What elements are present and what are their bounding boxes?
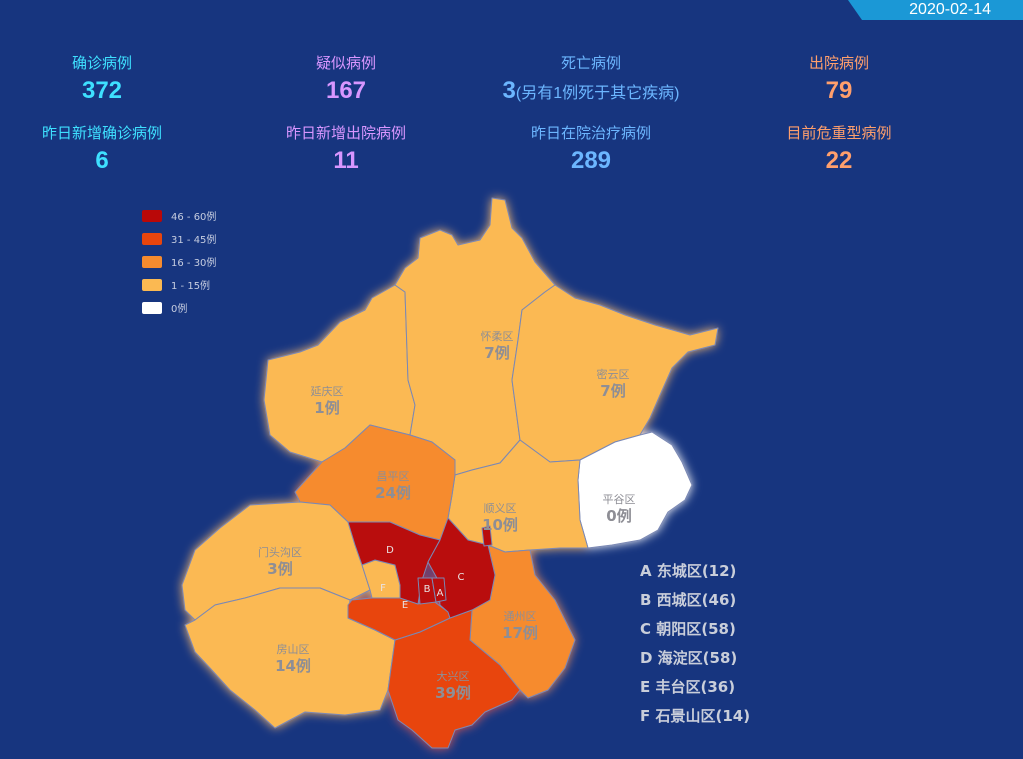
- district-count-label: 1例: [314, 399, 339, 417]
- stat-value: 11: [333, 147, 359, 174]
- district-key-item: F 石景山区(14): [640, 707, 751, 725]
- stat-5: 昨日新增出院病例 11: [236, 122, 456, 175]
- legend-swatch: [142, 209, 162, 222]
- district-key-item: A 东城区(12): [640, 562, 737, 580]
- legend-swatch: [142, 301, 162, 314]
- district-key-item: D 海淀区(58): [640, 649, 738, 667]
- stat-value: 3(另有1例死于其它疾病): [502, 77, 680, 104]
- legend-item: 0例: [142, 296, 216, 319]
- district-name-label: 昌平区: [377, 470, 410, 483]
- stat-value: 6: [95, 147, 109, 174]
- legend-label: 31 - 45例: [171, 235, 217, 246]
- stat-4: 昨日新增确诊病例 6: [0, 122, 212, 175]
- district-count-label: 3例: [267, 560, 292, 578]
- district-count-label: 7例: [600, 382, 625, 400]
- stat-label: 确诊病例: [71, 54, 132, 72]
- legend-label: 46 - 60例: [171, 212, 217, 223]
- legend-swatch: [142, 255, 162, 268]
- stat-2: 死亡病例 3(另有1例死于其它疾病): [441, 52, 741, 105]
- district-name-label: B: [424, 584, 431, 595]
- legend-item: 46 - 60例: [142, 204, 216, 227]
- stat-1: 疑似病例 167: [236, 52, 456, 105]
- district-enclave: [481, 525, 493, 547]
- stat-label: 昨日新增出院病例: [285, 124, 406, 142]
- district-name-label: 怀柔区: [481, 330, 514, 343]
- district-key-item: C 朝阳区(58): [640, 620, 736, 638]
- stat-note: (另有1例死于其它疾病): [515, 85, 680, 102]
- stat-label: 昨日在院治疗病例: [530, 124, 651, 142]
- legend-item: 16 - 30例: [142, 250, 216, 273]
- stat-label: 疑似病例: [315, 54, 376, 72]
- stat-value: 372: [81, 77, 123, 104]
- district-name-label: 顺义区: [484, 502, 517, 515]
- legend-item: 31 - 45例: [142, 227, 216, 250]
- district-name-label: 房山区: [277, 643, 310, 656]
- stat-value: 167: [325, 77, 367, 104]
- district-dongcheng[interactable]: [431, 577, 447, 603]
- stat-label: 出院病例: [808, 54, 869, 72]
- stat-value: 289: [570, 147, 612, 174]
- district-name-label: E: [402, 600, 408, 611]
- district-name-label: 延庆区: [311, 384, 344, 398]
- legend-label: 0例: [171, 304, 188, 315]
- stat-value: 22: [825, 147, 853, 174]
- district-count-label: 17例: [502, 624, 538, 642]
- date-badge: 2020-02-14: [848, 0, 1023, 20]
- stat-label: 目前危重型病例: [786, 124, 892, 142]
- stat-6: 昨日在院治疗病例 289: [481, 122, 701, 175]
- district-name-label: 密云区: [597, 367, 630, 381]
- district-name-label: A: [437, 588, 444, 599]
- legend-swatch: [142, 232, 162, 245]
- legend-label: 16 - 30例: [171, 258, 217, 269]
- district-haidian[interactable]: [347, 521, 441, 605]
- district-name-label: 平谷区: [603, 493, 636, 506]
- district-name-label: C: [458, 572, 465, 583]
- district-count-label: 24例: [375, 484, 411, 502]
- map-legend: 46 - 60例 31 - 45例 16 - 30例 1 - 15例 0例: [142, 204, 216, 319]
- stat-3: 出院病例 79: [729, 52, 949, 105]
- district-name-label: D: [386, 545, 394, 556]
- stat-label: 昨日新增确诊病例: [41, 124, 162, 142]
- stat-7: 目前危重型病例 22: [729, 122, 949, 175]
- district-key: A 东城区(12) B 西城区(46) C 朝阳区(58) D 海淀区(58) E 丰台…: [640, 560, 750, 734]
- district-count-label: 7例: [484, 344, 509, 362]
- district-count-label: 14例: [275, 657, 311, 675]
- district-key-item: B 西城区(46): [640, 591, 737, 609]
- district-count-label: 10例: [482, 516, 518, 534]
- district-name-label: 门头沟区: [258, 545, 302, 559]
- legend-item: 1 - 15例: [142, 273, 216, 296]
- legend-label: 1 - 15例: [171, 281, 211, 292]
- district-key-item: E 丰台区(36): [640, 678, 736, 696]
- district-name-label: 通州区: [504, 610, 537, 623]
- district-count-label: 39例: [435, 684, 471, 702]
- stat-0: 确诊病例 372: [0, 52, 212, 105]
- district-miyun[interactable]: [511, 284, 719, 463]
- district-count-label: 0例: [606, 507, 631, 525]
- stat-value: 79: [825, 77, 853, 104]
- stat-label: 死亡病例: [560, 54, 621, 72]
- district-name-label: 大兴区: [437, 669, 470, 683]
- district-name-label: F: [380, 583, 386, 594]
- legend-swatch: [142, 278, 162, 291]
